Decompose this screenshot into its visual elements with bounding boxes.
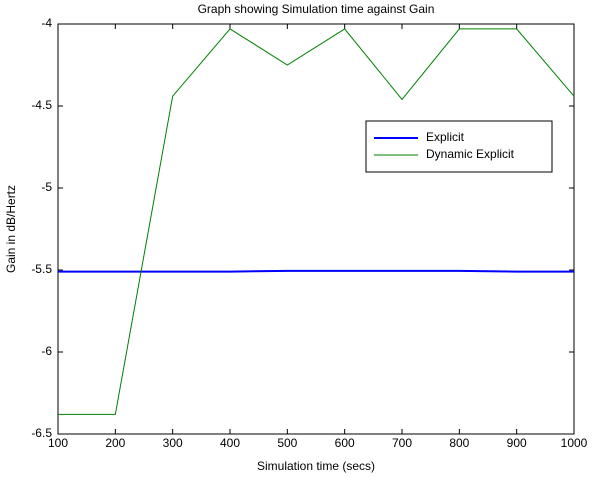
- y-tick-label: -4: [41, 16, 52, 30]
- y-axis-label: Gain in dB/Hertz: [4, 185, 18, 273]
- plot-area: [57, 23, 575, 435]
- x-tick-label: 700: [392, 436, 412, 450]
- x-tick-label: 1000: [561, 436, 588, 450]
- y-tick-label: -5.5: [31, 262, 52, 276]
- legend-label: Dynamic Explicit: [426, 147, 515, 161]
- x-tick-label: 800: [449, 436, 469, 450]
- y-tick-label: -6.5: [31, 426, 52, 440]
- x-tick-label: 200: [105, 436, 125, 450]
- x-tick-label: 600: [335, 436, 355, 450]
- series-line: [58, 28, 575, 415]
- x-tick-label: 300: [163, 436, 183, 450]
- legend-label: Explicit: [426, 130, 465, 144]
- x-axis-label: Simulation time (secs): [257, 459, 375, 473]
- x-tick-label: 400: [220, 436, 240, 450]
- x-tick-label: 500: [277, 436, 297, 450]
- y-tick-label: -4.5: [31, 98, 52, 112]
- series-line: [58, 269, 574, 273]
- y-tick-label: -5: [41, 180, 52, 194]
- chart-title: Graph showing Simulation time against Ga…: [198, 2, 435, 16]
- y-tick-label: -6: [41, 344, 52, 358]
- x-tick-label: 100: [48, 436, 68, 450]
- x-tick-label: 900: [507, 436, 527, 450]
- legend-box: [365, 120, 553, 173]
